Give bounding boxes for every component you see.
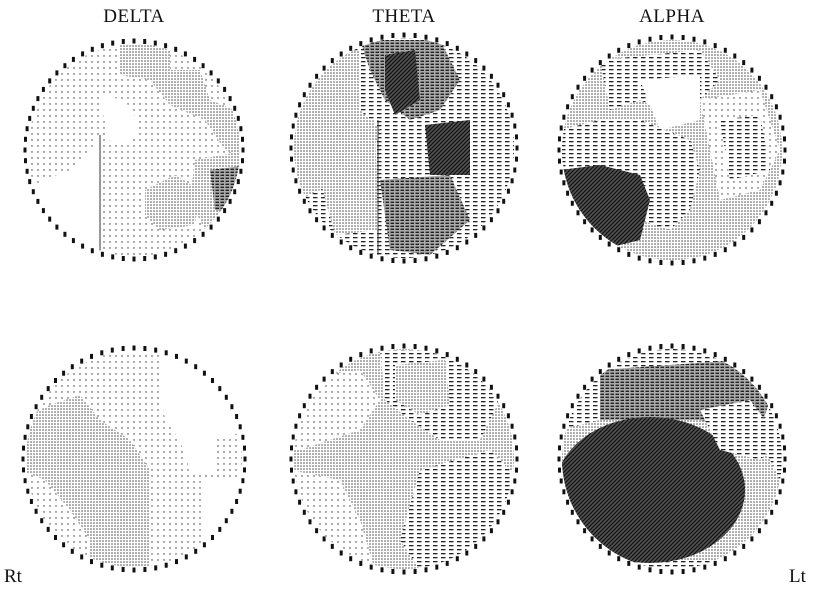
map-boundary-6: [557, 343, 787, 575]
right-side-label: Rt: [4, 566, 22, 587]
map-bottom-alpha: [562, 349, 782, 569]
map-bottom-delta: [26, 351, 242, 567]
map-boundary-3: [557, 34, 787, 266]
band-label-theta: THETA: [372, 6, 436, 27]
band-label-delta: DELTA: [103, 6, 165, 27]
map-top-theta: [294, 38, 514, 258]
map-boundaries: [21, 32, 787, 575]
map-boundary-2: [289, 32, 519, 264]
map-top-alpha: [562, 40, 782, 260]
map-boundary-5: [289, 343, 519, 575]
band-label-alpha: ALPHA: [639, 6, 705, 27]
left-side-label: Lt: [789, 566, 806, 587]
map-boundary-1: [23, 38, 245, 262]
map-top-delta: [28, 44, 240, 256]
map-boundary-4: [21, 345, 247, 573]
